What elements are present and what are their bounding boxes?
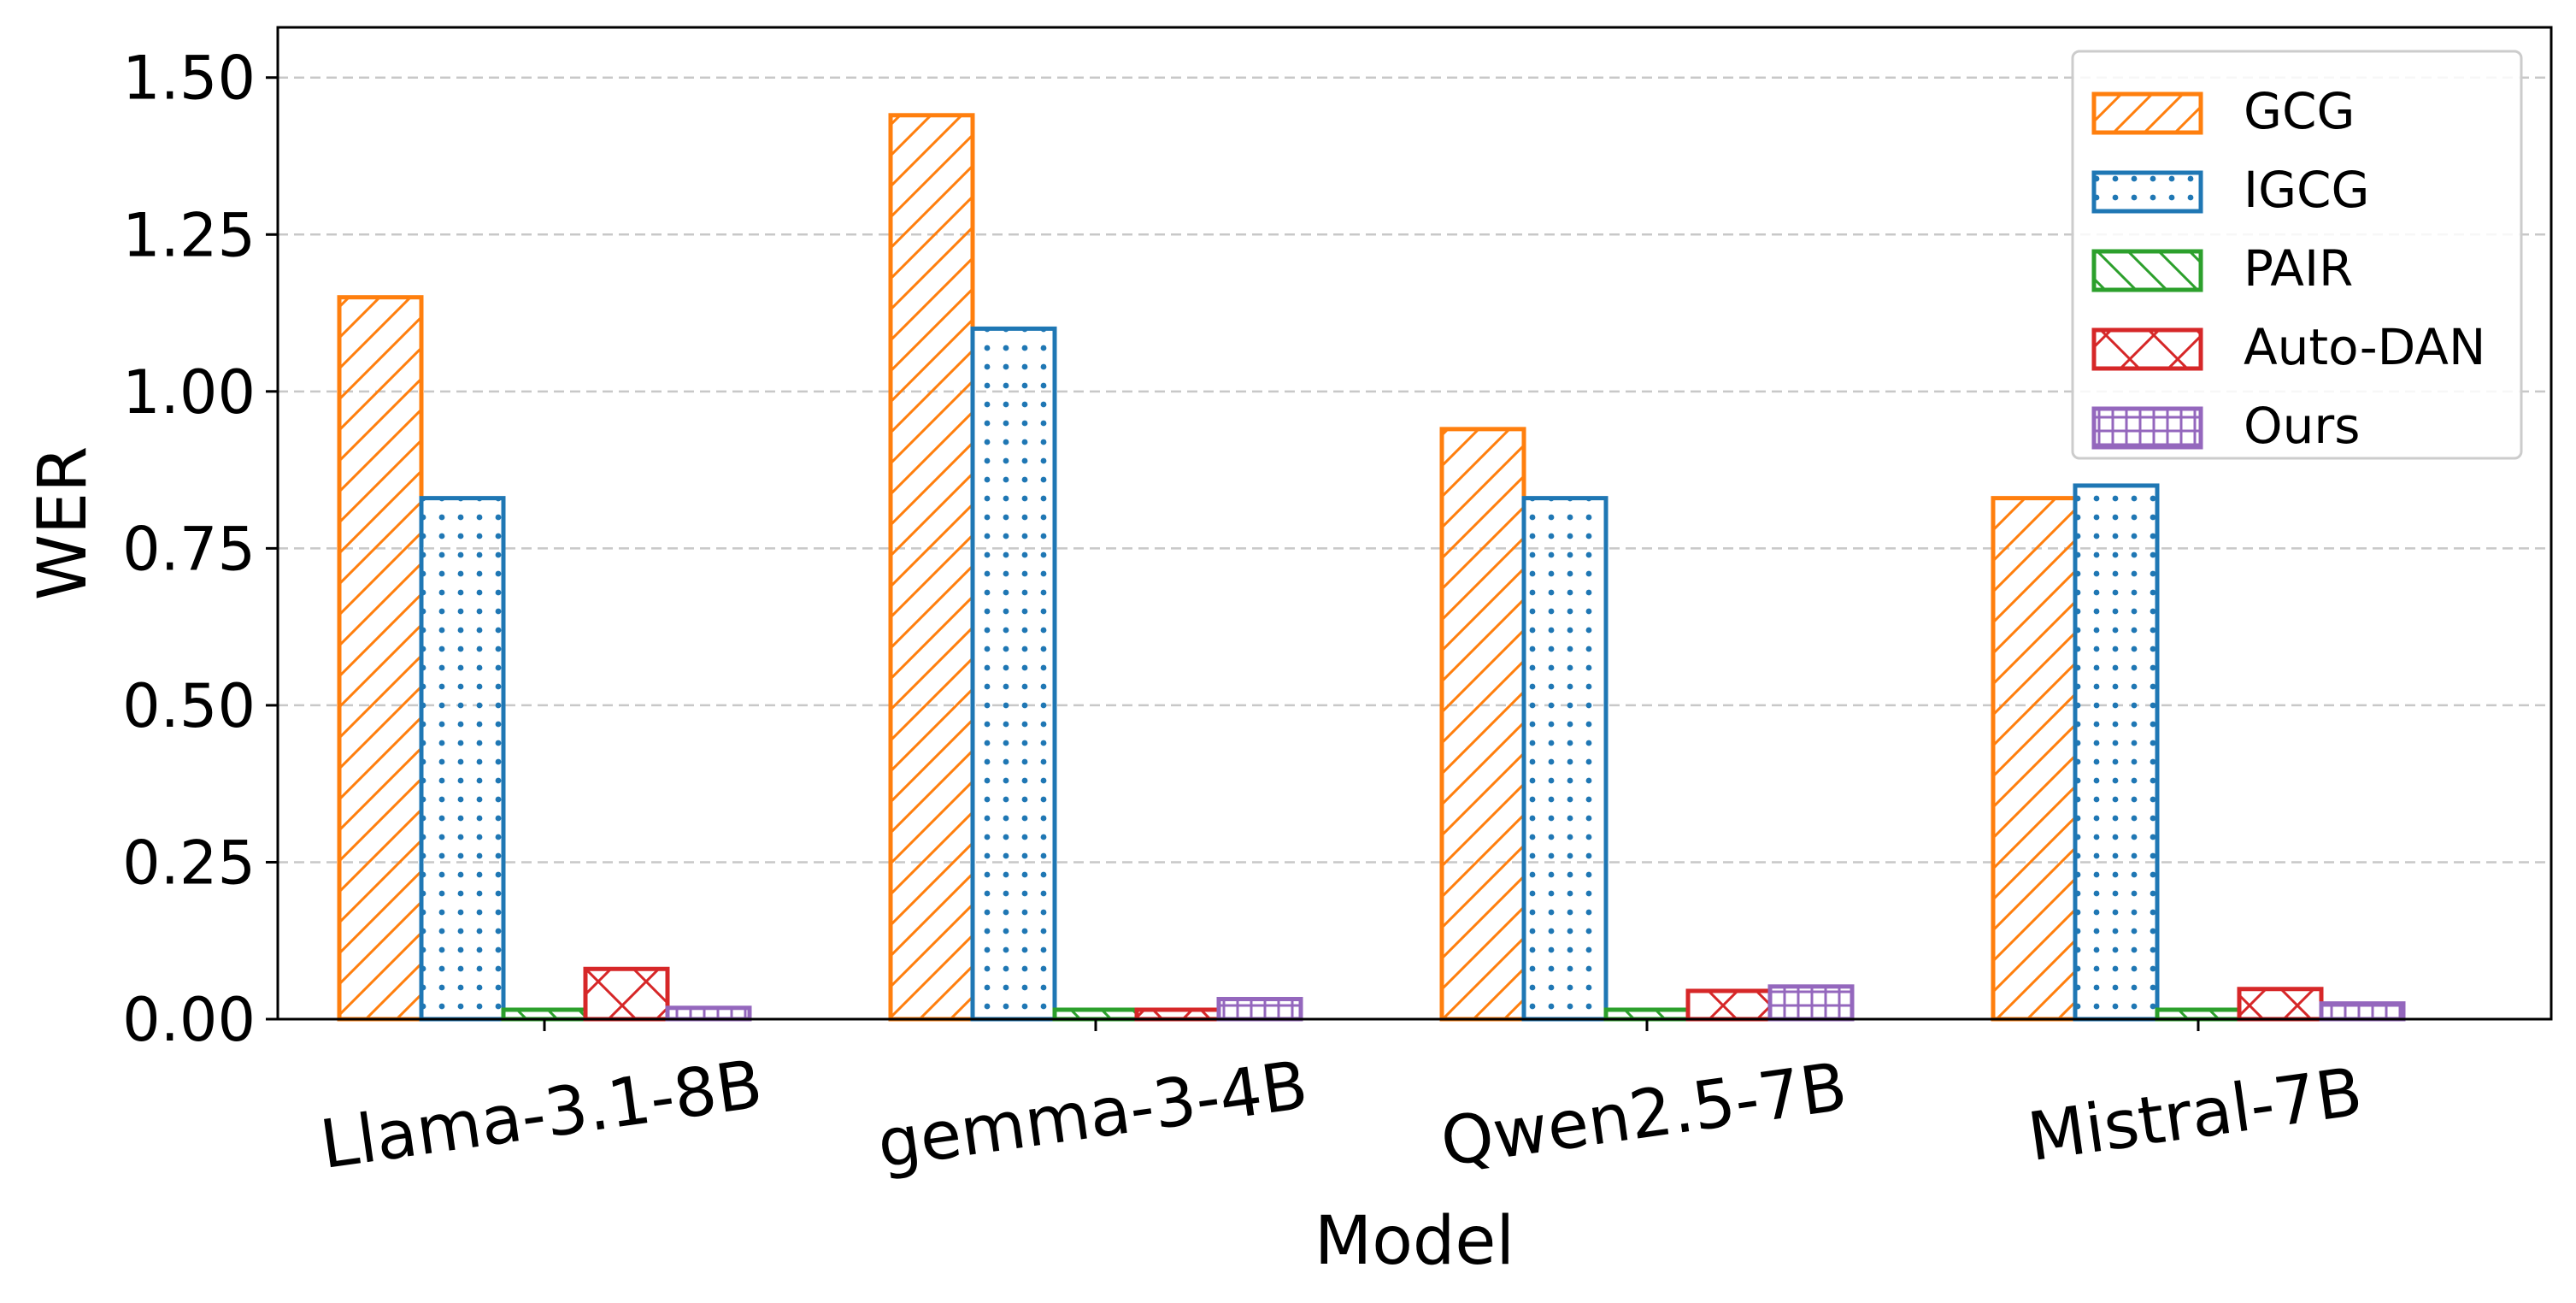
bar-pair-1 (1052, 1007, 1139, 1022)
bar-gcg-3 (1991, 496, 2078, 1022)
bar-gcg-0 (337, 295, 424, 1022)
x-axis-label: Model (1314, 1203, 1514, 1280)
legend-label: PAIR (2244, 239, 2353, 298)
bar-auto-dan-2 (1685, 988, 1773, 1022)
bar-igcg-1 (970, 326, 1057, 1022)
x-tick-label: Mistral-7B (2024, 1053, 2367, 1176)
legend-swatch-ours (2091, 406, 2203, 450)
y-tick-label: 0.50 (122, 671, 256, 741)
bar-igcg-3 (2073, 483, 2160, 1022)
x-ticks: Llama-3.1-8B gemma-3-4B Qwen2.5-7B Mistral-… (316, 1019, 2367, 1184)
bar-igcg-0 (419, 496, 506, 1022)
y-ticks: 0.00 0.25 0.50 0.75 1.00 1.25 1.50 (122, 44, 278, 1055)
bar-pair-0 (501, 1007, 588, 1022)
bar-auto-dan-1 (1134, 1007, 1221, 1022)
legend: GCG IGCG PAIR Auto-DAN Ours (2071, 50, 2523, 460)
legend-label: GCG (2244, 82, 2355, 140)
bar-ours-1 (1216, 997, 1303, 1022)
y-tick-label: 0.00 (122, 985, 256, 1055)
bar-igcg-2 (1521, 496, 1609, 1022)
y-tick-label: 0.75 (122, 514, 256, 584)
legend-swatch-pair (2091, 249, 2203, 292)
bar-auto-dan-3 (2237, 987, 2324, 1022)
y-tick-label: 1.25 (122, 200, 256, 270)
bar-ours-0 (665, 1005, 752, 1022)
bar-ours-2 (1767, 984, 1855, 1022)
plot-frame (276, 26, 2553, 1021)
legend-label: Ours (2244, 397, 2360, 455)
bar-ours-3 (2319, 1001, 2406, 1022)
y-axis-label: WER (25, 446, 102, 601)
y-tick-label: 0.25 (122, 828, 256, 898)
bar-pair-2 (1603, 1007, 1691, 1022)
legend-swatch-auto-dan (2091, 327, 2203, 371)
y-tick-label: 1.50 (122, 44, 256, 114)
bar-gcg-2 (1439, 427, 1526, 1022)
legend-label: Auto-DAN (2244, 318, 2485, 376)
x-tick-label: gemma-3-4B (873, 1047, 1312, 1183)
y-gridlines (278, 76, 2551, 864)
legend-swatch-igcg (2091, 170, 2203, 214)
legend-swatch-gcg (2091, 91, 2203, 135)
bar-gcg-1 (888, 113, 975, 1022)
y-tick-label: 1.00 (122, 357, 256, 427)
x-tick-label: Llama-3.1-8B (316, 1046, 768, 1184)
bar-pair-3 (2155, 1007, 2242, 1022)
x-tick-label: Qwen2.5-7B (1436, 1048, 1851, 1182)
legend-label: IGCG (2244, 161, 2370, 219)
bar-auto-dan-0 (583, 966, 670, 1022)
